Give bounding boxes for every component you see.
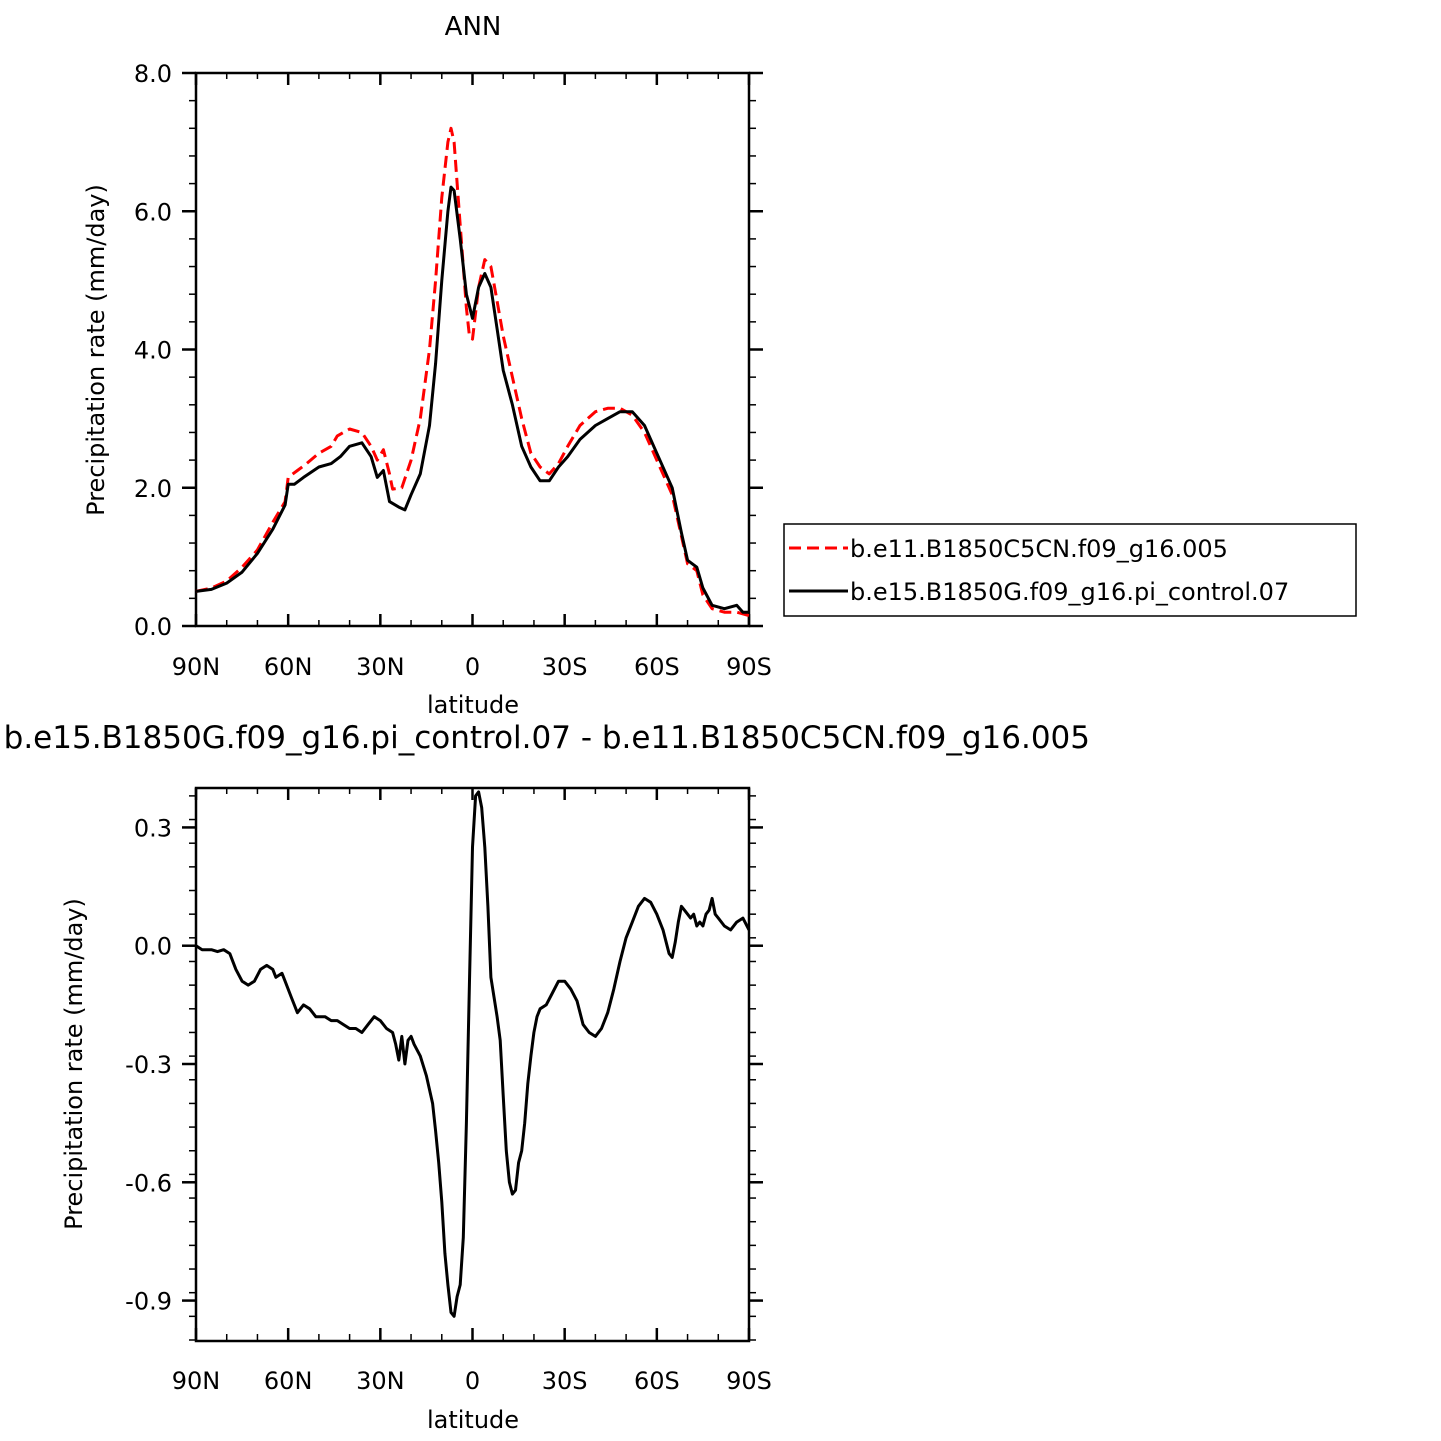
series-line-1 bbox=[195, 126, 750, 618]
y-tick-label: 0.0 bbox=[134, 613, 172, 641]
legend: b.e11.B1850C5CN.f09_g16.005 b.e15.B1850G… bbox=[783, 523, 1357, 617]
bottom-title: b.e15.B1850G.f09_g16.pi_control.07 - b.e… bbox=[4, 720, 1090, 756]
legend-label-series-2: b.e15.B1850G.f09_g16.pi_control.07 bbox=[850, 578, 1289, 606]
x-tick-label: 90N bbox=[172, 1367, 221, 1395]
x-tick-label: 30N bbox=[356, 653, 405, 681]
y-tick-label: -0.6 bbox=[125, 1169, 172, 1197]
bottom-x-tick-labels: 90N 60N 30N 0 30S 60S 90S bbox=[172, 1367, 772, 1395]
bottom-series-lines bbox=[195, 790, 751, 1318]
top-tick-marks bbox=[182, 71, 763, 628]
y-tick-label: 2.0 bbox=[134, 475, 172, 503]
bottom-panel: b.e15.B1850G.f09_g16.pi_control.07 - b.e… bbox=[4, 720, 1090, 1434]
x-tick-label: 60N bbox=[264, 653, 313, 681]
top-panel: ANN 90N 60N 30N 0 30S 60S 90S 0.02.04.06.08.0 … bbox=[82, 12, 772, 719]
y-tick-label: 0.0 bbox=[134, 933, 172, 961]
series-line-2 bbox=[195, 185, 749, 614]
top-plot-frame bbox=[194, 71, 751, 628]
x-tick-label: 60N bbox=[264, 1367, 313, 1395]
y-tick-label: 0.3 bbox=[134, 814, 172, 842]
top-y-axis-label: Precipitation rate (mm/day) bbox=[82, 184, 110, 516]
x-tick-label: 30S bbox=[542, 653, 588, 681]
top-title: ANN bbox=[445, 12, 502, 42]
y-tick-label: -0.9 bbox=[125, 1288, 172, 1316]
x-tick-label: 90S bbox=[726, 653, 772, 681]
legend-label-series-1: b.e11.B1850C5CN.f09_g16.005 bbox=[850, 535, 1228, 563]
bottom-y-tick-labels: -0.9 -0.6 -0.3 0.0 0.3 bbox=[125, 814, 172, 1315]
x-tick-label: 90S bbox=[726, 1367, 772, 1395]
x-tick-label: 0 bbox=[465, 653, 480, 681]
y-tick-label: 6.0 bbox=[134, 198, 172, 226]
x-tick-label: 30N bbox=[356, 1367, 405, 1395]
bottom-tick-marks bbox=[182, 788, 763, 1341]
bottom-y-axis-label: Precipitation rate (mm/day) bbox=[60, 898, 88, 1230]
bottom-x-axis-label: latitude bbox=[427, 1406, 519, 1434]
top-series-lines bbox=[195, 126, 750, 618]
y-tick-label: 4.0 bbox=[134, 337, 172, 365]
top-x-tick-labels: 90N 60N 30N 0 30S 60S 90S bbox=[172, 653, 772, 681]
top-y-tick-labels: 0.0 2.0 4.0 6.0 8.0 bbox=[134, 60, 172, 641]
top-x-axis-label: latitude bbox=[427, 691, 519, 719]
x-tick-label: 90N bbox=[172, 653, 221, 681]
y-tick-label: -0.3 bbox=[125, 1051, 172, 1079]
legend-box bbox=[783, 523, 1357, 617]
x-tick-label: 0 bbox=[465, 1367, 480, 1395]
x-tick-label: 60S bbox=[634, 653, 680, 681]
y-tick-label: 8.0 bbox=[134, 60, 172, 88]
x-tick-label: 60S bbox=[634, 1367, 680, 1395]
x-tick-label: 30S bbox=[542, 1367, 588, 1395]
series-line-1 bbox=[195, 790, 751, 1318]
